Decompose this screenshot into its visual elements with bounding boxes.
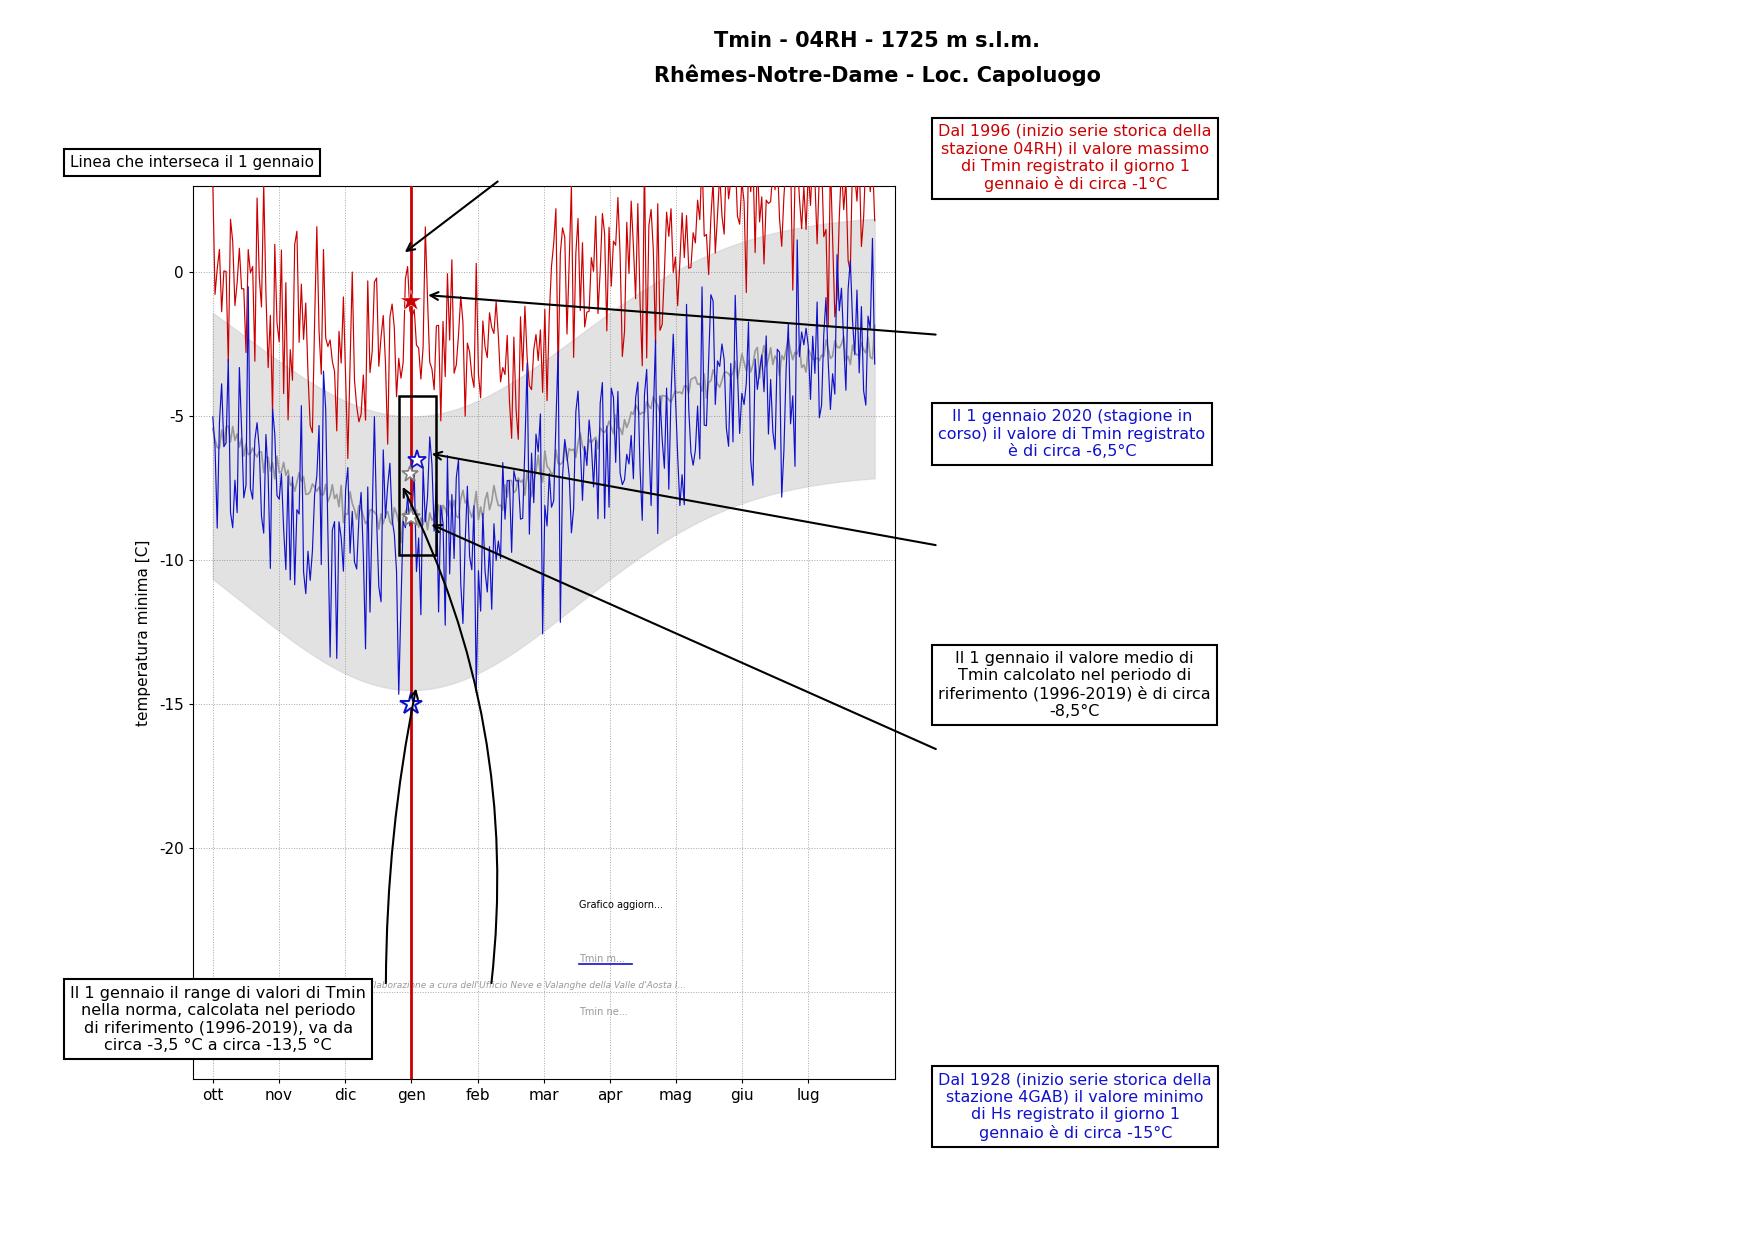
Text: Tmin m...: Tmin m... [579,954,624,963]
Text: Tmin - 04RH - 1725 m s.l.m.: Tmin - 04RH - 1725 m s.l.m. [714,31,1040,51]
Text: Grafico aggiorn...: Grafico aggiorn... [579,900,663,910]
Y-axis label: temperatura minima [C]: temperatura minima [C] [135,539,151,725]
Bar [400,397,435,554]
Text: Tmin ne...: Tmin ne... [579,1007,628,1017]
Text: Dal 1996 (inizio serie storica della
stazione 04RH) il valore massimo
di Tmin re: Dal 1996 (inizio serie storica della sta… [938,124,1212,192]
Text: Dal 1928 (inizio serie storica della
stazione 4GAB) il valore minimo
di Hs regis: Dal 1928 (inizio serie storica della sta… [938,1073,1212,1141]
Text: Rhêmes-Notre-Dame - Loc. Capoluogo: Rhêmes-Notre-Dame - Loc. Capoluogo [654,64,1100,86]
Text: Il 1 gennaio il valore medio di
Tmin calcolato nel periodo di
riferimento (1996-: Il 1 gennaio il valore medio di Tmin cal… [938,651,1210,719]
Text: Il 1 gennaio 2020 (stagione in
corso) il valore di Tmin registrato
è di circa -6: Il 1 gennaio 2020 (stagione in corso) il… [938,409,1205,459]
Text: Il 1 gennaio il range di valori di Tmin
nella norma, calcolata nel periodo
di ri: Il 1 gennaio il range di valori di Tmin … [70,986,367,1053]
Text: Elaborazione a cura dell'Ufficio Neve e Valanghe della Valle d'Aosta I...: Elaborazione a cura dell'Ufficio Neve e … [368,981,686,990]
Text: Linea che interseca il 1 gennaio: Linea che interseca il 1 gennaio [70,155,314,170]
